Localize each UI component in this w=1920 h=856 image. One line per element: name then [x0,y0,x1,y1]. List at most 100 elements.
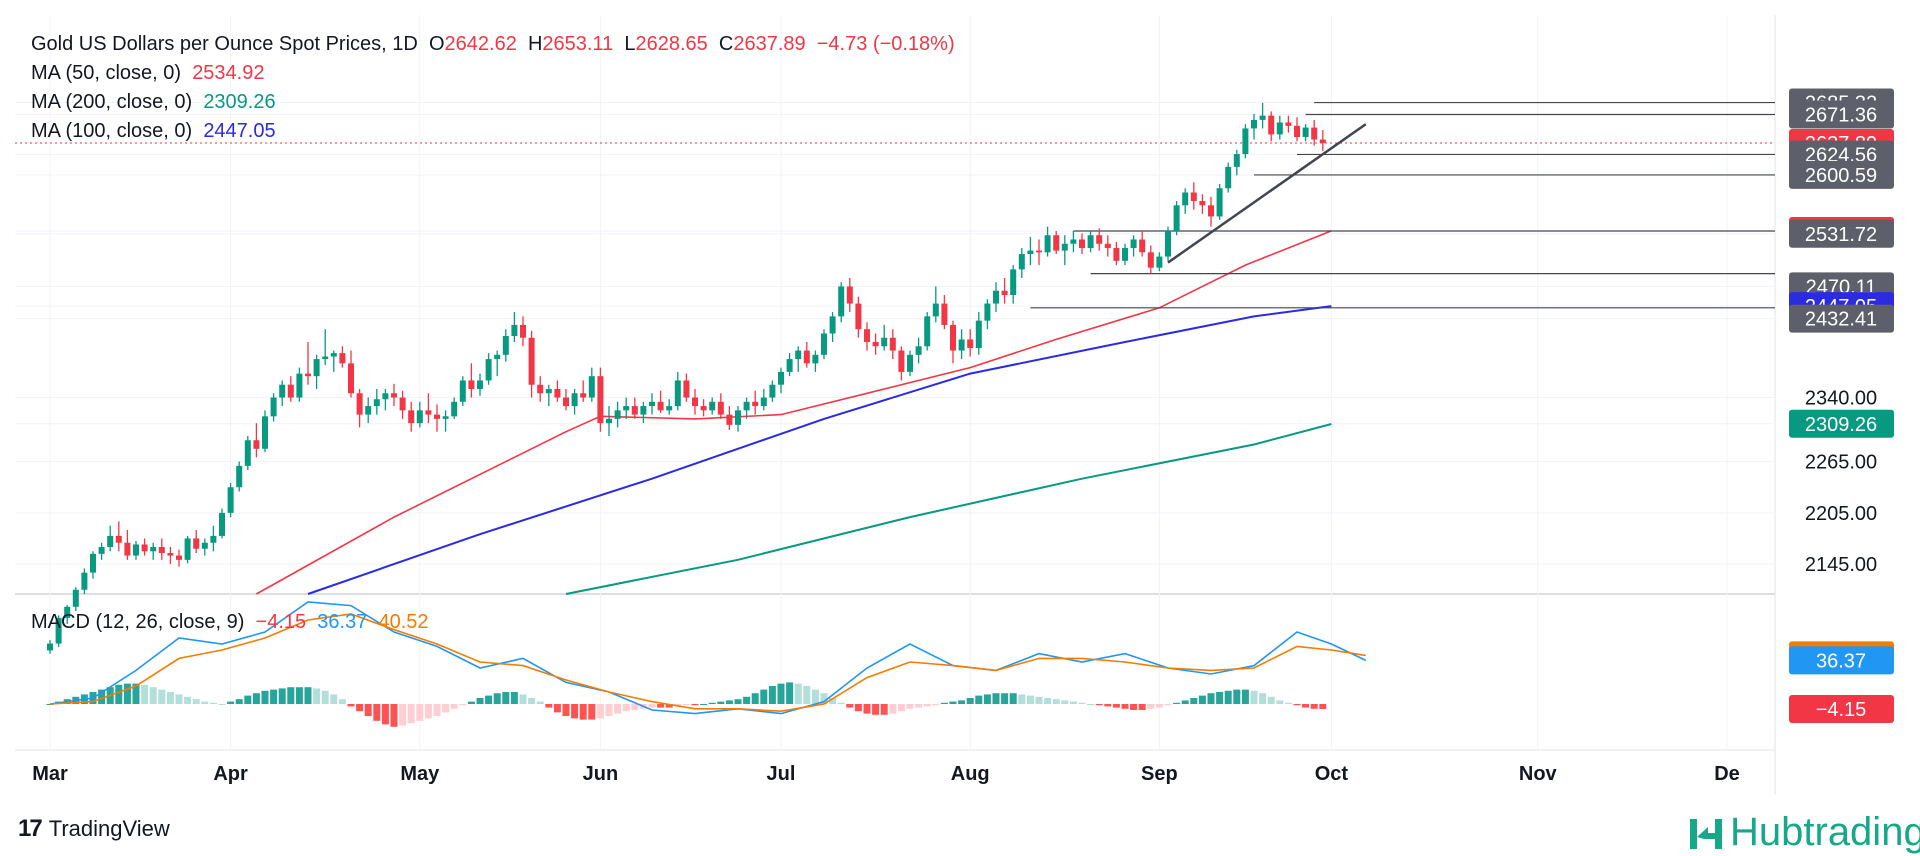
candle-body [1087,235,1094,249]
candle [864,322,870,351]
price-axis: 2685.322671.362637.892624.562600.592534.… [1789,88,1894,723]
macd-label: MACD (12, 26, close, 9) [31,611,245,633]
macd-legend[interactable]: MACD (12, 26, close, 9) −4.15 36.37 40.5… [31,610,429,634]
macd-histogram-bar [966,698,974,704]
candle-body [1036,250,1042,253]
price-label-text: 2432.41 [1805,309,1877,331]
candle [511,312,518,342]
candle [803,342,810,368]
candle-body [649,401,655,407]
price-label-text: 2671.36 [1805,104,1877,126]
ma200-line [565,423,1332,595]
macd-panel [46,601,1367,727]
candle [1053,230,1060,255]
macd-histogram-bar [467,701,475,704]
candle [889,329,896,360]
candle [932,286,939,323]
candle [1242,124,1249,159]
candle-body [958,339,965,351]
candle-body [528,337,535,385]
macd-axis-label: 36.37 [1789,646,1894,675]
candle-body [193,538,200,549]
candle-body [932,303,939,317]
ma200-legend[interactable]: MA (200, close, 0) 2309.26 [31,90,276,114]
candle-body [64,606,71,618]
candle-body [700,406,707,411]
candle [855,296,862,338]
macd-histogram-bar [1181,700,1189,704]
macd-histogram-bar [158,689,166,704]
candle-body [1079,239,1085,249]
tradingview-logo[interactable]: 17 TradingView [18,815,170,843]
candle [124,529,131,560]
macd-histogram-bar [596,704,604,719]
macd-histogram-bar [356,704,364,712]
candle [924,312,931,351]
ma50-legend[interactable]: MA (50, close, 0) 2534.92 [31,61,264,85]
macd-histogram-bar [1276,700,1284,704]
candle [236,461,243,492]
symbol-title: Gold US Dollars per Ounce Spot Prices, 1… [31,33,418,55]
macd-histogram-bar [1302,704,1310,708]
macd-line-value: 36.37 [317,611,368,633]
candle-body [313,359,320,377]
candle-body [520,324,526,338]
candle-body [915,346,922,355]
candle [614,401,621,428]
ohlc-high-label: H [527,33,543,55]
macd-histogram-bar [227,701,235,704]
candle-body [330,353,337,357]
macd-histogram-bar [631,704,639,710]
price-label: 2671.36 [1789,100,1894,129]
candle-body [502,336,509,355]
macd-histogram-bar [1147,704,1155,709]
candle [1061,235,1068,266]
macd-histogram-bar [1216,692,1224,704]
macd-histogram-bar [459,704,467,706]
candle [838,282,845,323]
macd-histogram-bar [166,692,174,704]
candle-body [141,544,148,552]
candle-body [735,410,741,425]
macd-histogram-bar [1026,695,1034,704]
candle [502,329,509,362]
candle-body [477,380,483,389]
trendline [1167,123,1367,264]
macd-histogram-bar [381,704,389,725]
candle [829,312,836,342]
macd-histogram-bar [708,702,716,704]
macd-histogram-bar [553,704,561,713]
candle [640,401,647,424]
macd-histogram-bar [622,704,630,712]
macd-signal-line [49,613,1366,713]
candle-body [459,380,466,402]
candle-body [1104,243,1111,249]
candle [571,388,578,415]
macd-histogram-bar [1018,694,1026,704]
candle [184,535,191,564]
candle [666,399,673,415]
candle-body [167,552,174,556]
candle-body [769,384,776,398]
candle-body [47,643,53,651]
candle-body [1070,239,1077,244]
candle [1018,248,1025,278]
candle [941,295,948,330]
macd-histogram-bar [502,692,510,704]
macd-axis-text: −4.15 [1816,699,1867,721]
candle [1276,115,1283,140]
candle-body [305,373,311,377]
hubtrading-wordmark: Hubtrading [1730,810,1920,854]
price-label-box [1789,304,1894,333]
macd-histogram-bar [1233,689,1241,704]
candle-body [1044,235,1051,253]
macd-histogram-bar [244,695,252,704]
candle [339,346,346,368]
time-label: Nov [1519,763,1558,785]
ma100-legend[interactable]: MA (100, close, 0) 2447.05 [31,119,276,143]
price-label: 2265.00 [1805,452,1877,474]
candle-body [365,406,372,415]
candle-body [1233,154,1240,167]
candle [1044,226,1051,257]
candle-body [1061,243,1068,251]
